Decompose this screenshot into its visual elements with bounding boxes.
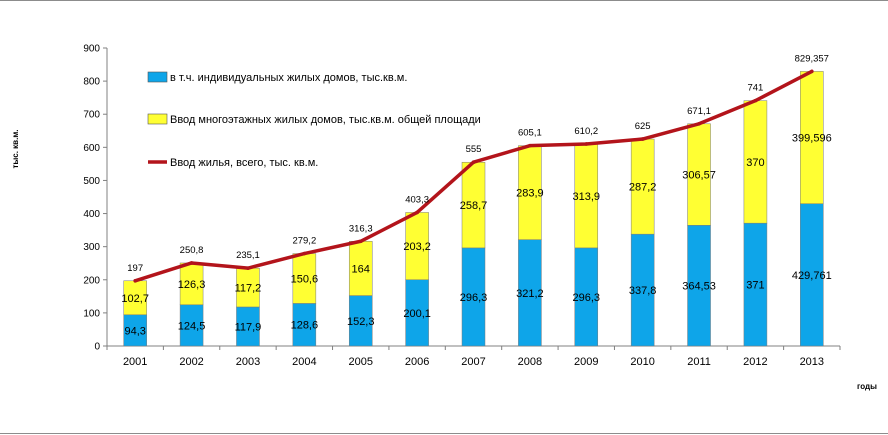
y-tick-label: 0 — [94, 342, 100, 353]
x-tick-label: 2006 — [405, 356, 429, 368]
total-line-point — [189, 261, 194, 265]
x-tick-label: 2005 — [348, 356, 372, 368]
total-line-point — [584, 142, 589, 146]
legend-label-individual: в т.ч. индивидуальных жилых домов, тыс.к… — [170, 72, 407, 84]
y-tick-label: 700 — [83, 110, 100, 121]
total-line-point — [753, 98, 758, 103]
x-tick-label: 2007 — [461, 356, 485, 368]
data-label-multistorey: 287,2 — [629, 182, 657, 194]
y-tick-label: 100 — [83, 308, 100, 319]
y-tick-label: 900 — [83, 44, 100, 55]
legend-swatch-multistorey — [147, 113, 168, 125]
data-labels: 94,3 102,7 124,5 126,3 117,9 117,2 128,6 150,6 1… — [121, 53, 831, 337]
legend-label-total: Ввод жилья, всего, тыс. кв.м. — [170, 157, 318, 169]
x-tick-label: 2013 — [800, 356, 824, 368]
data-label-multistorey: 313,9 — [573, 191, 601, 203]
y-tick-label: 600 — [83, 143, 100, 154]
total-line-point — [528, 143, 532, 148]
total-line-point — [358, 239, 363, 244]
data-label-total: 610,2 — [574, 126, 598, 137]
data-label-individual: 94,3 — [124, 325, 145, 337]
y-tick-label: 300 — [83, 242, 100, 253]
data-label-total: 671,1 — [687, 106, 711, 117]
y-tick-label: 400 — [83, 209, 100, 220]
data-label-multistorey: 117,2 — [235, 283, 262, 295]
data-label-multistorey: 164 — [352, 263, 370, 275]
data-label-total: 741 — [747, 83, 763, 94]
data-label-multistorey: 399,596 — [792, 133, 832, 145]
data-label-individual: 371 — [746, 280, 764, 292]
data-label-total: 829,357 — [795, 53, 829, 64]
data-label-multistorey: 150,6 — [291, 273, 319, 285]
data-label-total: 250,8 — [180, 245, 204, 256]
y-axis-title: тыс. кв.м. — [11, 130, 20, 169]
data-label-total: 197 — [127, 263, 143, 274]
data-label-individual: 296,3 — [460, 292, 488, 304]
x-tick-label: 2008 — [518, 356, 542, 368]
data-label-total: 235,1 — [236, 250, 260, 261]
x-tick-label: 2002 — [179, 356, 203, 368]
data-label-individual: 117,9 — [235, 321, 262, 333]
data-label-multistorey: 203,2 — [403, 241, 431, 253]
data-label-total: 316,3 — [349, 223, 373, 234]
data-label-multistorey: 126,3 — [178, 279, 206, 291]
x-tick-label: 2001 — [123, 356, 147, 368]
y-tick-label: 200 — [83, 275, 100, 286]
total-line-point — [246, 266, 250, 270]
legend-label-multistorey: Ввод многоэтажных жилых домов, тыс.кв.м.… — [170, 114, 481, 126]
total-line-point — [810, 69, 814, 74]
data-label-individual: 152,3 — [347, 316, 375, 328]
data-label-total: 555 — [466, 144, 482, 155]
x-axis-title: годы — [857, 382, 877, 391]
total-line-point — [415, 210, 419, 215]
total-line-point — [471, 160, 476, 165]
total-line-point — [697, 121, 701, 126]
x-tick-label: 2003 — [236, 356, 260, 368]
total-line-point — [302, 251, 307, 256]
x-tick-label: 2009 — [574, 356, 598, 368]
total-line — [133, 69, 814, 283]
data-label-total: 279,2 — [292, 236, 316, 247]
data-label-individual: 321,2 — [516, 288, 544, 300]
data-label-individual: 364,53 — [682, 281, 716, 293]
data-label-individual: 429,761 — [792, 270, 832, 282]
bars — [123, 71, 824, 347]
legend: в т.ч. индивидуальных жилых домов, тыс.к… — [147, 71, 481, 169]
data-label-total: 625 — [635, 121, 651, 132]
y-tick-label: 500 — [83, 176, 100, 187]
legend-swatch-individual — [147, 71, 168, 83]
data-label-individual: 200,1 — [403, 308, 431, 320]
x-tick-label: 2004 — [292, 356, 316, 368]
data-label-multistorey: 258,7 — [460, 200, 488, 212]
data-label-individual: 296,3 — [573, 292, 601, 304]
data-label-total: 605,1 — [518, 128, 542, 139]
y-tick-label: 800 — [83, 77, 100, 88]
data-label-total: 403,3 — [405, 194, 429, 205]
x-tick-label: 2011 — [687, 356, 711, 368]
total-line-point — [640, 137, 645, 141]
x-tick-label: 2012 — [743, 356, 767, 368]
data-label-multistorey: 283,9 — [516, 188, 544, 200]
data-label-multistorey: 102,7 — [121, 293, 149, 305]
data-label-multistorey: 370 — [746, 157, 764, 169]
x-tick-label: 2010 — [630, 356, 654, 368]
total-line-point — [133, 278, 137, 283]
data-label-individual: 337,8 — [629, 285, 657, 297]
data-label-individual: 128,6 — [291, 320, 319, 332]
data-label-multistorey: 306,57 — [682, 170, 716, 182]
axes: 0 100 200 300 400 500 600 700 800 900 2001 2002 2003… — [83, 44, 841, 368]
data-label-individual: 124,5 — [178, 320, 206, 332]
